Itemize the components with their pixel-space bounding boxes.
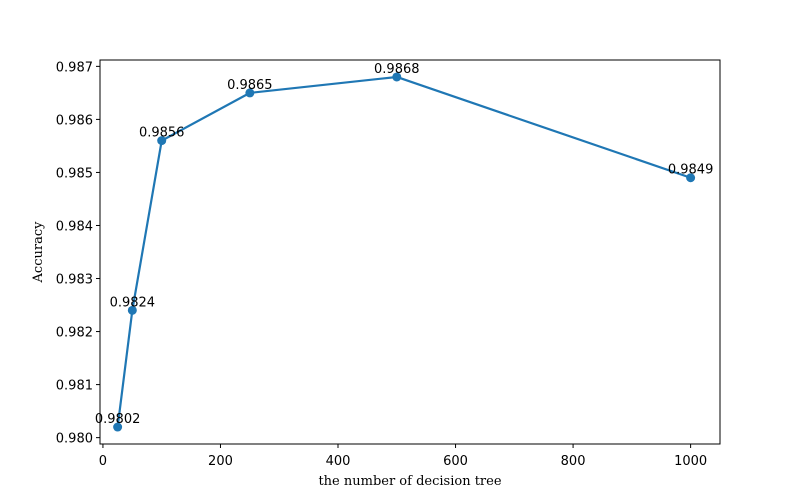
x-tick-label: 800 bbox=[561, 454, 586, 469]
x-axis-title: the number of decision tree bbox=[318, 474, 501, 489]
y-tick-label: 0.982 bbox=[56, 326, 93, 341]
x-tick-label: 0 bbox=[99, 454, 107, 469]
y-tick-label: 0.981 bbox=[56, 379, 93, 394]
series-line bbox=[116, 75, 691, 428]
y-tick-label: 0.987 bbox=[56, 60, 93, 75]
plot-area-frame bbox=[99, 59, 721, 445]
y-tick-label: 0.985 bbox=[56, 166, 93, 181]
data-point bbox=[392, 72, 402, 82]
x-axis: 0 200 400 600 800 1000 bbox=[99, 444, 707, 469]
data-label: 0.9868 bbox=[374, 62, 420, 77]
y-axis-title: Accuracy bbox=[31, 221, 46, 284]
data-point bbox=[245, 88, 255, 98]
data-point bbox=[113, 422, 123, 432]
x-tick-label: 600 bbox=[443, 454, 468, 469]
y-tick-label: 0.983 bbox=[56, 273, 93, 288]
data-point bbox=[127, 305, 137, 315]
data-label: 0.9849 bbox=[668, 163, 714, 178]
data-label: 0.9802 bbox=[95, 412, 141, 427]
data-point bbox=[686, 173, 696, 183]
data-label: 0.9824 bbox=[110, 295, 156, 310]
y-tick-label: 0.980 bbox=[56, 432, 93, 447]
data-point bbox=[157, 136, 167, 146]
x-tick-label: 200 bbox=[208, 454, 233, 469]
y-tick-label: 0.986 bbox=[56, 113, 93, 128]
x-tick-label: 1000 bbox=[674, 454, 707, 469]
y-tick-label: 0.984 bbox=[56, 219, 93, 234]
data-label: 0.9865 bbox=[227, 78, 273, 93]
data-label: 0.9856 bbox=[139, 126, 185, 141]
x-tick-label: 400 bbox=[326, 454, 351, 469]
y-axis: 0.980 0.981 0.982 0.983 0.984 0.985 0.986 0.987 bbox=[56, 60, 100, 447]
